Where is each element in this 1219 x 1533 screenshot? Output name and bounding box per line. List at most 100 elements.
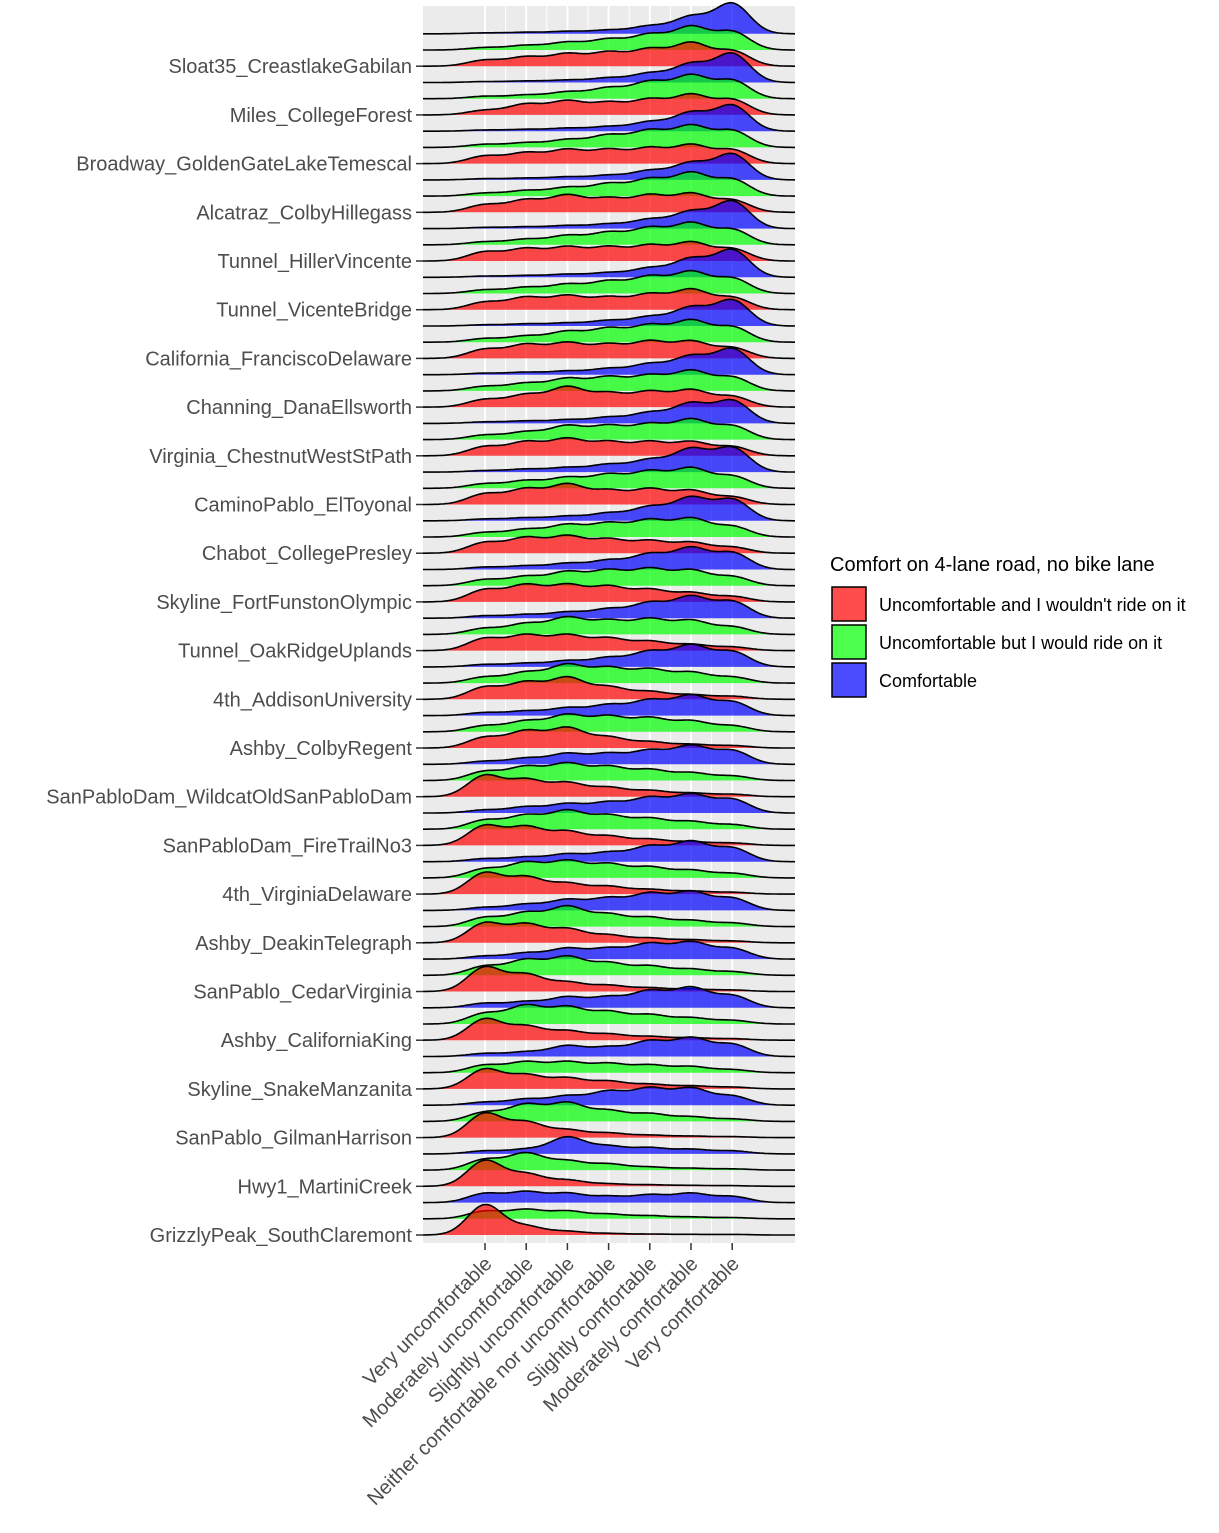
ridge-outline: [423, 417, 795, 441]
ridge-outline: [423, 92, 795, 116]
ridge-outline: [423, 904, 795, 928]
ridge-outline: [423, 24, 795, 51]
ridge-outline: [423, 1036, 795, 1058]
ridge-outline: [423, 858, 795, 879]
ridge-outline: [423, 726, 795, 749]
ridge-outline: [423, 1151, 795, 1171]
legend-swatch: [831, 624, 867, 660]
ridge-outline: [423, 495, 795, 522]
category-label: Ashby_CaliforniaKing: [221, 1030, 412, 1052]
ridge-area-red: [423, 824, 795, 846]
ridge-outline: [423, 339, 795, 360]
ridge-outline: [423, 761, 795, 782]
ridge-outline: [423, 1060, 795, 1074]
category-label: Hwy1_MartiniCreek: [238, 1176, 413, 1198]
legend-title: Comfort on 4-lane road, no bike lane: [830, 554, 1155, 576]
ridge-area-blue: [423, 546, 795, 570]
ridge-area-green: [423, 517, 795, 537]
ridge-outline: [422, 871, 795, 895]
category-label: Tunnel_VicenteBridge: [216, 300, 412, 322]
ridges: [422, 1, 796, 1236]
ridge-area-green: [423, 1061, 795, 1073]
ridge-area-red: [423, 1112, 795, 1138]
legend: Comfort on 4-lane road, no bike lane Unc…: [830, 554, 1186, 698]
ridge-outline: [423, 792, 795, 814]
ridge-area-red: [423, 922, 795, 943]
category-label: Virginia_ChestnutWestStPath: [149, 446, 412, 468]
category-label: Skyline_FortFunstonOlympic: [156, 592, 412, 614]
ridge-area-blue: [423, 200, 795, 229]
ridge-area-red: [423, 774, 795, 797]
ridge-outline: [423, 143, 795, 165]
ridge-outline: [423, 889, 795, 912]
ridge-outline: [423, 436, 795, 457]
ridge-area-green: [423, 74, 795, 99]
ridge-area-blue: [423, 2, 795, 34]
category-label: Alcatraz_ColbyHillegass: [196, 202, 412, 224]
ridge-outline: [422, 773, 795, 798]
ridge-outline: [423, 940, 795, 960]
ridge-area-blue: [423, 644, 795, 667]
ridge-outline: [423, 123, 795, 149]
category-label: California_FranciscoDelaware: [145, 348, 412, 370]
ridge-outline: [423, 545, 795, 571]
ridge-area-green: [423, 713, 795, 732]
ridge-area-green: [423, 221, 795, 245]
ridge-outline: [423, 594, 795, 619]
category-label: Tunnel_HillerVincente: [217, 251, 412, 273]
ridge-outline: [423, 693, 795, 717]
ridge-outline: [423, 240, 795, 262]
ridge-outline: [423, 643, 795, 668]
category-label: Broadway_GoldenGateLakeTemescal: [76, 154, 412, 176]
ridge-area-green: [423, 467, 795, 489]
ridge-outline: [423, 269, 795, 295]
ridge-area-red: [423, 93, 795, 115]
ridge-area-blue: [423, 496, 795, 521]
ridge-outline: [423, 287, 795, 311]
ridge-area-red: [423, 966, 795, 992]
ridge-area-green: [423, 663, 795, 684]
ridge-area-green: [423, 369, 795, 391]
ridge-outline: [423, 713, 795, 733]
ridge-outline: [423, 615, 795, 636]
category-label: Miles_CollegeForest: [230, 105, 413, 127]
legend-items: Uncomfortable and I wouldn't ride on it U…: [831, 586, 1186, 698]
ridge-outline: [423, 221, 795, 246]
ridge-area-green: [423, 955, 795, 976]
ridge-outline: [423, 839, 795, 863]
ridge-area-green: [423, 1004, 795, 1024]
ridge-area-blue: [423, 446, 795, 473]
ridge-outline: [423, 347, 796, 376]
ridge-area-green: [423, 859, 795, 878]
legend-label: Comfortable: [879, 671, 977, 691]
ridge-outline: [423, 985, 795, 1009]
category-label: GrizzlyPeak_SouthClaremont: [150, 1225, 413, 1247]
ridge-outline: [423, 445, 796, 473]
ridge-outline: [423, 534, 795, 554]
ridge-outline: [423, 41, 795, 67]
legend-label: Uncomfortable but I would ride on it: [879, 633, 1162, 653]
ridge-area-red: [423, 1160, 795, 1187]
ridge-outline: [422, 1111, 795, 1139]
ridge-outline: [423, 566, 795, 587]
ridge-outline: [423, 318, 795, 343]
category-label: Channing_DanaEllsworth: [186, 397, 412, 419]
ridge-area-blue: [423, 595, 795, 619]
ridge-area-red: [423, 192, 795, 213]
ridge-outline: [423, 152, 796, 181]
ridge-outline: [423, 1003, 795, 1025]
ridge-outline: [423, 482, 795, 506]
ridge-area-green: [423, 124, 795, 148]
ridge-outline: [423, 1190, 795, 1204]
ridge-area-green: [423, 418, 795, 440]
category-label: SanPabloDam_WildcatOldSanPabloDam: [46, 787, 412, 809]
ridge-area-blue: [423, 399, 795, 424]
ridge-outline: [422, 965, 795, 993]
ridge-area-green: [423, 1101, 795, 1122]
ridge-outline: [423, 1135, 795, 1155]
ridge-outline: [423, 1101, 795, 1123]
ridge-area-green: [423, 616, 795, 635]
ridge-area-blue: [423, 744, 795, 765]
ridge-area-red: [423, 1204, 795, 1235]
